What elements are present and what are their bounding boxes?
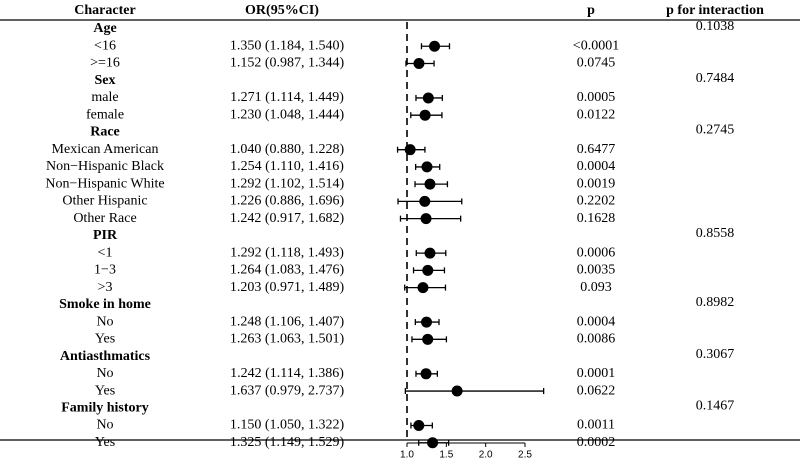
or-ci-text: 1.292 (1.118, 1.493)	[230, 245, 344, 260]
or-ci-text: 1.350 (1.184, 1.540)	[230, 38, 345, 53]
p-value: 0.0002	[577, 435, 616, 450]
or-ci-text: 1.226 (0.886, 1.696)	[230, 194, 345, 209]
or-point	[419, 109, 431, 121]
or-point	[422, 92, 434, 104]
p-value: <0.0001	[573, 38, 619, 53]
row-label: Yes	[95, 332, 115, 347]
or-ci-text: 1.040 (0.880, 1.228)	[230, 142, 345, 157]
x-tick-label: 2.5	[518, 450, 532, 459]
or-ci-text: 1.292 (1.102, 1.514)	[230, 176, 345, 191]
x-tick-label: 2.0	[479, 450, 493, 459]
row-label: female	[86, 107, 124, 122]
p-value: 0.1628	[577, 211, 616, 226]
or-point	[451, 385, 463, 397]
group-label: Sex	[95, 73, 116, 88]
p-value: 0.0001	[577, 366, 616, 381]
or-point	[420, 368, 432, 380]
or-ci-text: 1.230 (1.048, 1.444)	[230, 107, 345, 122]
p-interaction-value: 0.7484	[696, 71, 735, 86]
header-or: OR(95%CI)	[245, 3, 319, 18]
row-label: 1−3	[94, 263, 116, 278]
p-interaction-value: 0.3067	[696, 347, 735, 362]
or-point	[424, 178, 436, 190]
p-interaction-value: 0.8558	[696, 226, 735, 241]
table-header: Character OR(95%CI) p p for interaction	[74, 3, 764, 18]
or-point	[420, 213, 432, 225]
p-value: 0.0006	[577, 245, 616, 260]
or-point	[424, 247, 436, 259]
or-ci-text: 1.263 (1.063, 1.501)	[230, 332, 345, 347]
row-label: >3	[98, 280, 113, 295]
row-label: Yes	[95, 383, 115, 398]
p-value: 0.0622	[577, 383, 616, 398]
row-label: No	[96, 366, 113, 381]
row-label: male	[91, 90, 118, 105]
or-point	[429, 40, 441, 52]
or-ci-text: 1.254 (1.110, 1.416)	[230, 159, 344, 174]
p-interaction-value: 0.1467	[696, 398, 735, 413]
p-value: 0.6477	[577, 142, 616, 157]
or-point	[421, 161, 433, 173]
or-point	[413, 57, 425, 69]
p-value: 0.0005	[577, 90, 616, 105]
row-label: Other Race	[73, 211, 136, 226]
forest-marks	[396, 22, 545, 449]
or-ci-text: 1.637 (0.979, 2.737)	[230, 383, 345, 398]
group-label: Antiasthmatics	[60, 349, 151, 364]
or-ci-text: 1.271 (1.114, 1.449)	[230, 90, 344, 105]
p-value: 0.0745	[577, 56, 616, 71]
or-point	[413, 420, 425, 432]
or-ci-text: 1.248 (1.106, 1.407)	[230, 314, 345, 329]
or-point	[422, 264, 434, 276]
or-ci-text: 1.242 (0.917, 1.682)	[230, 211, 345, 226]
row-label: No	[96, 314, 113, 329]
row-label: Yes	[95, 435, 115, 450]
p-value: 0.0011	[577, 418, 615, 433]
or-ci-text: 1.242 (1.114, 1.386)	[230, 366, 344, 381]
row-label: <1	[98, 245, 113, 260]
or-ci-text: 1.152 (0.987, 1.344)	[230, 56, 345, 71]
row-label: Non−Hispanic Black	[46, 159, 164, 174]
p-value: 0.093	[580, 280, 612, 295]
header-p-interaction: p for interaction	[666, 3, 764, 18]
p-value: 0.2202	[577, 194, 616, 209]
p-value: 0.0004	[577, 314, 616, 329]
row-label: >=16	[90, 56, 120, 71]
x-axis: 1.0 1.5 2.0 2.5	[400, 442, 532, 459]
group-label: Age	[93, 21, 116, 36]
or-ci-text: 1.325 (1.149, 1.529)	[230, 435, 345, 450]
row-label: Other Hispanic	[62, 194, 147, 209]
or-ci-text: 1.150 (1.050, 1.322)	[230, 418, 345, 433]
row-label: Mexican American	[52, 142, 159, 157]
p-value: 0.0004	[577, 159, 616, 174]
or-point	[419, 195, 431, 207]
x-tick-label: 1.0	[400, 450, 414, 459]
header-p: p	[587, 3, 595, 18]
p-value: 0.0019	[577, 176, 616, 191]
x-tick-label: 1.5	[439, 450, 453, 459]
group-label: Smoke in home	[59, 297, 151, 312]
p-value: 0.0035	[577, 263, 616, 278]
or-ci-text: 1.203 (0.971, 1.489)	[230, 280, 345, 295]
row-label: <16	[94, 38, 116, 53]
p-interaction-value: 0.1038	[696, 19, 735, 34]
p-interaction-value: 0.8982	[696, 295, 735, 310]
p-value: 0.0122	[577, 107, 616, 122]
or-point	[421, 316, 433, 328]
group-label: PIR	[93, 228, 118, 243]
group-label: Race	[90, 125, 120, 140]
p-interaction-value: 0.2745	[696, 123, 735, 138]
p-value: 0.0086	[577, 332, 616, 347]
or-ci-text: 1.264 (1.083, 1.476)	[230, 263, 345, 278]
or-point	[422, 333, 434, 345]
header-character: Character	[74, 3, 135, 18]
row-label: Non−Hispanic White	[45, 176, 164, 191]
group-label: Family history	[61, 400, 149, 415]
row-label: No	[96, 418, 113, 433]
or-point	[417, 282, 429, 294]
table-rows: Age 0.1038 <16 1.350 (1.184, 1.540) <0.0001 >…	[45, 19, 734, 450]
